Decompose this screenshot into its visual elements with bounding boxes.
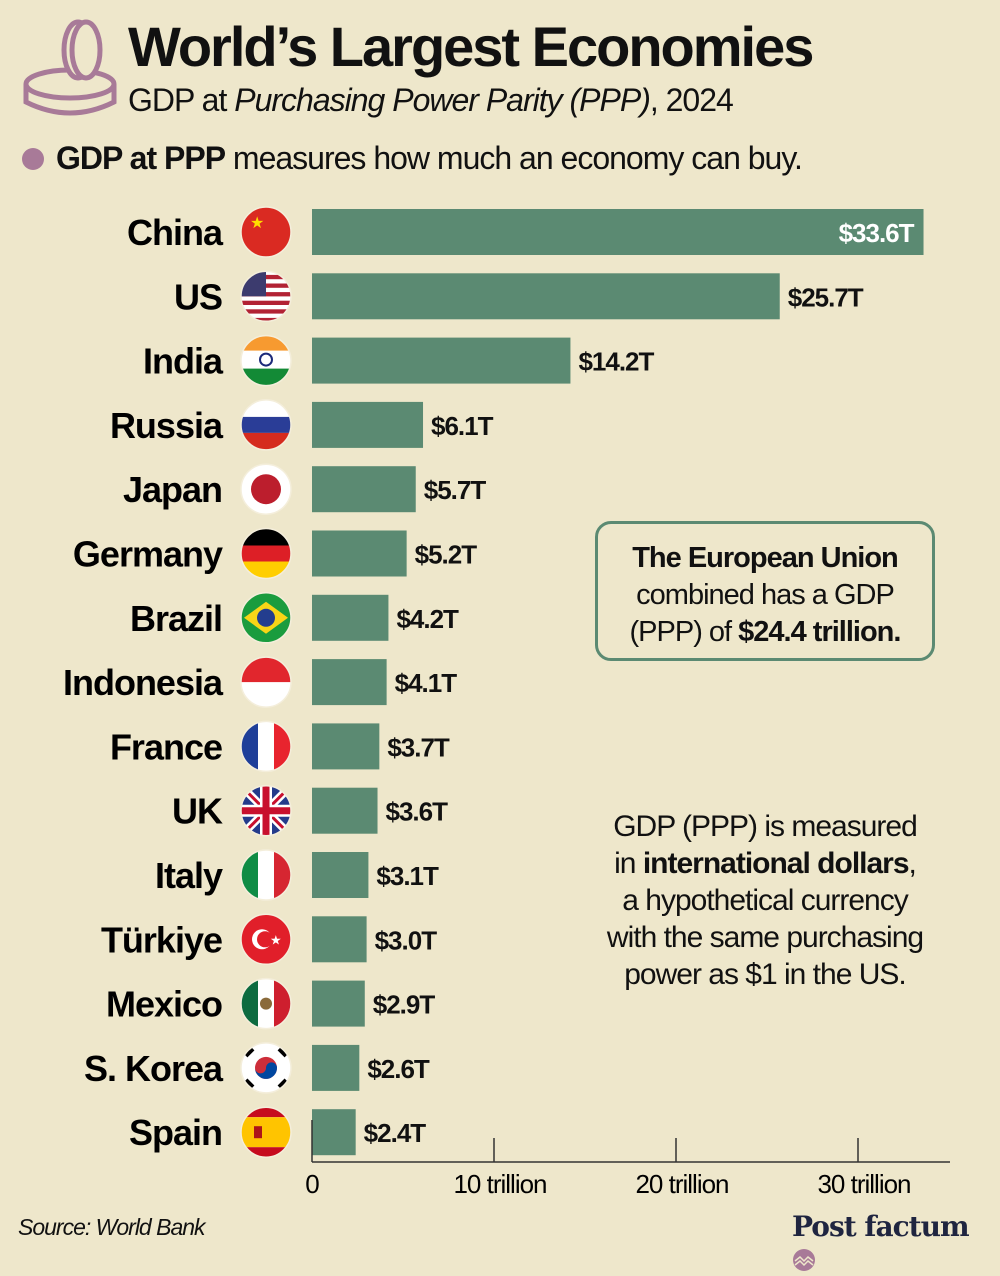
bar <box>312 852 369 898</box>
flag-ru-icon <box>240 399 292 451</box>
ppp-line: with the same purchasing <box>606 921 924 954</box>
bar <box>312 1109 356 1156</box>
subtitle-text: GDP at <box>128 82 235 118</box>
flag-de-icon <box>240 527 292 580</box>
flag-id-icon <box>240 656 292 708</box>
bar-chart: China ★ $33.6T US $25.7T India $14.2T Russia $6.… <box>63 206 950 1199</box>
eu-line: (PPP) of <box>629 616 739 648</box>
eu-callout: The European Union combined has a GDP (P… <box>595 521 935 661</box>
eu-line: The European Union <box>632 542 899 574</box>
bar <box>312 723 380 770</box>
value-label: $5.7T <box>424 475 487 505</box>
source-note: Source: World Bank <box>18 1214 206 1240</box>
ppp-line: a hypothetical currency <box>622 884 908 917</box>
value-label: $4.1T <box>395 668 458 698</box>
coin-icon <box>23 19 117 116</box>
intro-note: GDP at PPP measures how much an economy … <box>56 140 803 177</box>
country-label: Brazil <box>130 598 222 639</box>
flag-in-icon <box>240 334 292 387</box>
value-label: $2.6T <box>367 1054 430 1084</box>
ppp-line: GDP (PPP) is measured <box>613 810 918 843</box>
country-label: Italy <box>155 855 223 896</box>
country-label: Japan <box>123 469 222 510</box>
value-label: $14.2T <box>578 347 654 377</box>
ppp-line: power as $1 in the US. <box>624 958 907 991</box>
bar <box>312 209 924 255</box>
x-tick-label: 20 trillion <box>635 1169 728 1199</box>
country-label: China <box>127 212 224 253</box>
ppp-line: in <box>614 847 643 880</box>
country-label: India <box>143 341 224 382</box>
value-label: $3.1T <box>376 861 439 891</box>
value-label: $2.4T <box>364 1118 427 1148</box>
bar <box>312 594 389 641</box>
eu-value: $24.4 trillion. <box>738 616 901 648</box>
bar <box>312 916 367 963</box>
bullet-dot <box>22 148 44 170</box>
subtitle-italic: Purchasing Power Parity (PPP) <box>234 82 651 118</box>
page-title: World’s Largest Economies <box>128 15 814 78</box>
bar <box>312 787 378 834</box>
brand-logo: Post factum <box>792 1210 1000 1276</box>
country-label: UK <box>172 791 223 832</box>
subtitle: GDP at Purchasing Power Parity (PPP), 20… <box>128 82 734 119</box>
bar <box>312 401 424 448</box>
flag-br-icon <box>240 592 292 644</box>
flag-it-icon <box>240 849 292 901</box>
bar <box>312 466 416 513</box>
bar <box>312 1044 360 1091</box>
flag-jp-icon <box>240 463 292 515</box>
flag-gb-icon <box>240 784 292 837</box>
country-label: S. Korea <box>84 1048 224 1089</box>
country-label: Mexico <box>106 984 222 1025</box>
bar <box>312 980 365 1027</box>
value-label: $5.2T <box>415 540 478 570</box>
flag-tr-icon: ★ <box>240 913 292 966</box>
country-label: Spain <box>129 1112 222 1153</box>
country-label: Germany <box>73 534 223 575</box>
value-label: $33.6T <box>839 218 915 248</box>
value-label: $3.0T <box>375 925 438 955</box>
x-tick-label: 10 trillion <box>453 1169 546 1199</box>
note-bold: GDP at PPP <box>56 140 226 176</box>
flag-fr-icon <box>240 720 292 773</box>
ppp-comma: , <box>908 847 917 880</box>
bar <box>312 530 407 577</box>
x-tick-label: 30 trillion <box>817 1169 910 1199</box>
country-label: Russia <box>110 405 224 446</box>
bar <box>312 337 571 384</box>
x-tick-label: 0 <box>305 1169 319 1199</box>
country-label: US <box>174 276 222 317</box>
value-label: $25.7T <box>788 282 864 312</box>
flag-mx-icon <box>240 977 292 1030</box>
country-label: Türkiye <box>101 919 222 960</box>
value-label: $4.2T <box>396 604 459 634</box>
note-text: measures how much an economy can buy. <box>225 140 803 176</box>
svg-text:★: ★ <box>270 932 282 947</box>
flag-kr-icon <box>240 1042 292 1094</box>
ppp-bold: international dollars <box>642 847 910 880</box>
value-label: $6.1T <box>431 411 494 441</box>
value-label: $2.9T <box>373 990 436 1020</box>
brand-name: Post factum <box>792 1210 970 1243</box>
brand-icon <box>793 1249 815 1271</box>
subtitle-year: , 2024 <box>649 82 734 118</box>
country-label: France <box>110 726 222 767</box>
flag-es-icon <box>240 1106 292 1158</box>
country-label: Indonesia <box>63 662 224 703</box>
eu-line: combined has a GDP <box>636 579 895 611</box>
value-label: $3.7T <box>387 732 450 762</box>
flag-us-icon <box>240 270 292 323</box>
flag-cn-icon: ★ <box>240 206 292 258</box>
bar <box>312 273 780 320</box>
bar <box>312 659 387 706</box>
value-label: $3.6T <box>386 797 449 827</box>
svg-text:★: ★ <box>250 215 264 232</box>
ppp-explanation: GDP (PPP) is measured in international d… <box>575 808 955 993</box>
